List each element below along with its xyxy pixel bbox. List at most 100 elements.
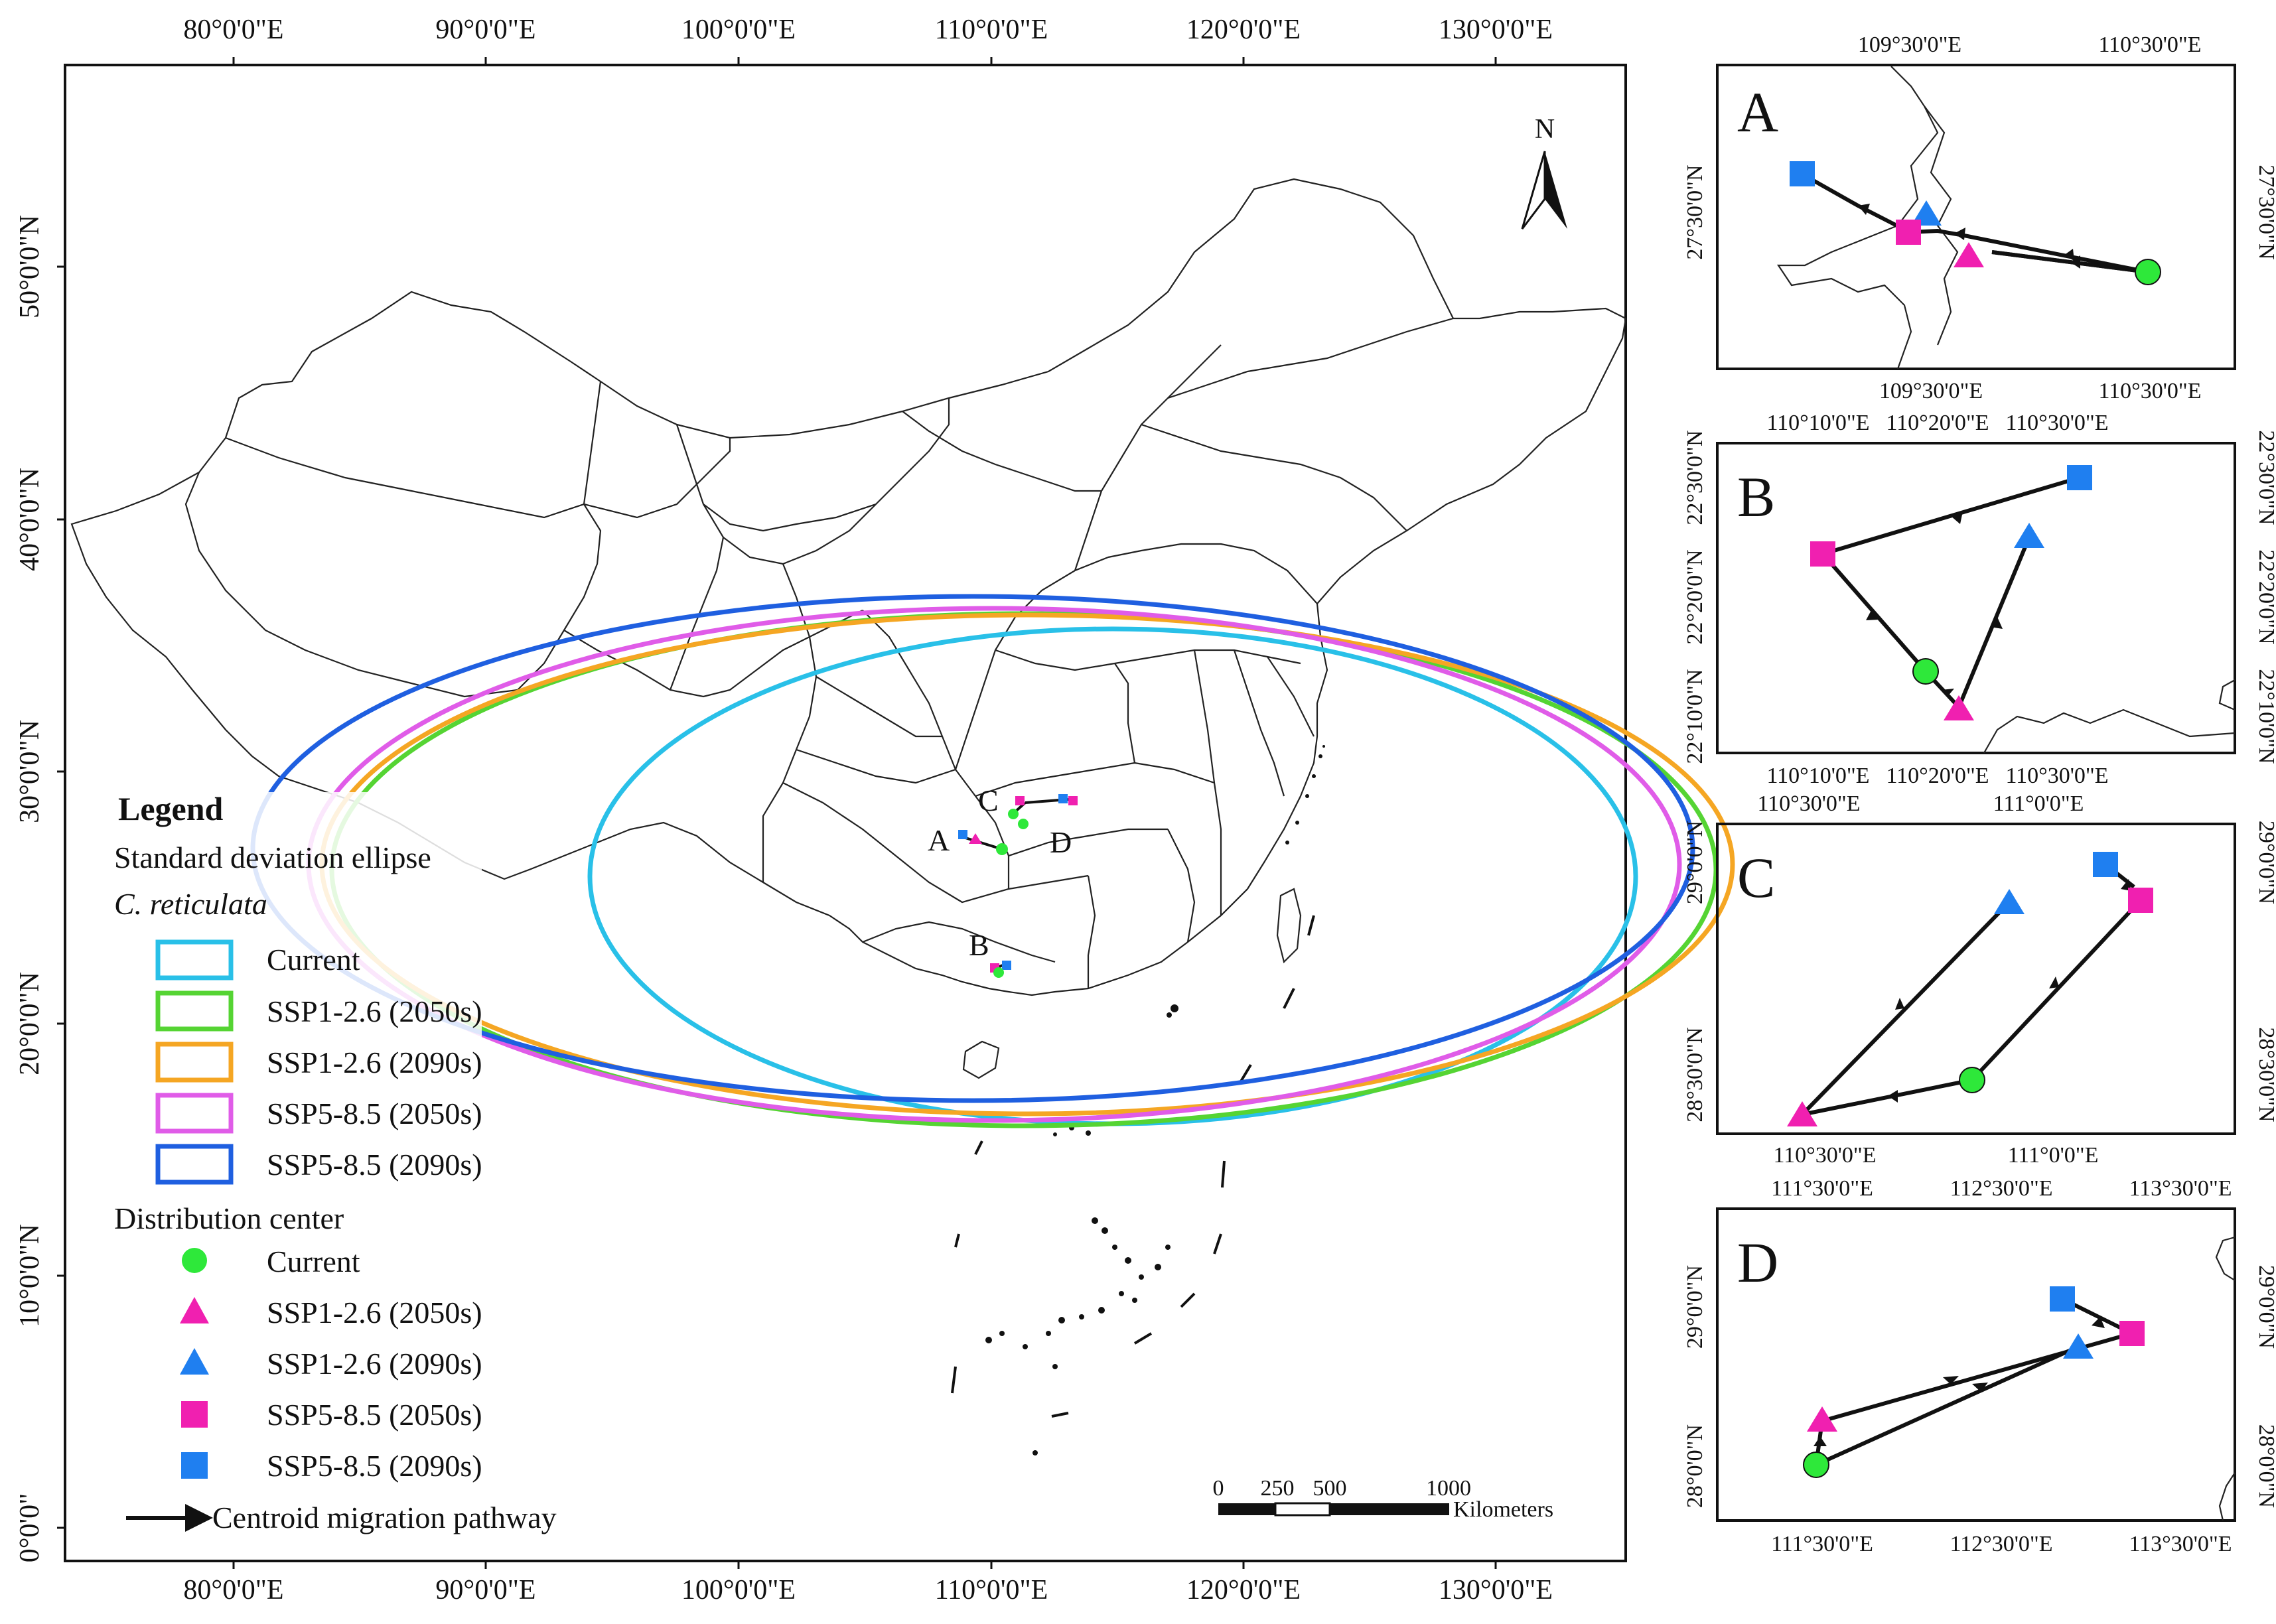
- main-center-b-ssp585-2090s: [1002, 961, 1011, 970]
- legend-center-ssp126-2090s-icon: [180, 1348, 209, 1375]
- main-map: 80°0'0"E 90°0'0"E 100°0'0"E 110°0'0"E 12…: [15, 15, 1735, 1605]
- panel-c-top-tick: 110°30'0"E: [1757, 791, 1860, 816]
- panel-c-bottom-tick: 110°30'0"E: [1773, 1143, 1876, 1168]
- site-label-d: D: [1050, 825, 1072, 859]
- main-left-tick: 0°0'0": [15, 1493, 45, 1563]
- legend-swatch-ssp126-2050s: [155, 990, 234, 1032]
- main-center-a-ssp585-2090s: [958, 830, 967, 839]
- main-frame-tickmarks: [57, 57, 1497, 1569]
- panel-a-right-tick: 27°30'0"N: [2254, 165, 2276, 259]
- panel-d-left-tick: 29°0'0"N: [1683, 1265, 1707, 1349]
- main-center-a-current: [996, 843, 1008, 855]
- main-center-c-current: [1008, 809, 1019, 819]
- panel-d-top-tick: 111°30'0"E: [1771, 1176, 1873, 1201]
- main-top-tick: 80°0'0"E: [183, 15, 283, 45]
- panel-d-left-tick: 28°0'0"N: [1683, 1424, 1707, 1508]
- north-arrow-icon: [1545, 151, 1567, 229]
- panel-c-frame: [1716, 823, 2236, 1135]
- panel-c-left-tick: 28°30'0"N: [1683, 1027, 1707, 1122]
- panel-c-center-current: [1959, 1067, 1985, 1093]
- taiwan-island: [1276, 888, 1302, 964]
- panel-a-frame: [1716, 64, 2236, 370]
- panel-d-center-ssp585-2090s: [2050, 1286, 2075, 1312]
- panel-a-letter: A: [1737, 80, 1778, 144]
- panel-c-center-ssp126-2050s: [1787, 1101, 1817, 1126]
- panel-b-right-tick: 22°20'0"N: [2254, 549, 2276, 644]
- panel-c-right-tick: 29°0'0"N: [2254, 821, 2276, 904]
- main-centroids: [958, 794, 1078, 978]
- main-bottom-tick: 90°0'0"E: [435, 1575, 535, 1605]
- legend-center-item: SSP5-8.5 (2090s): [267, 1449, 482, 1483]
- legend-ellipse-item: Current: [267, 943, 360, 977]
- legend-center-ssp585-2090s-icon: [181, 1452, 208, 1479]
- panel-b-right-tick: 22°30'0"N: [2254, 430, 2276, 525]
- main-top-tick: 120°0'0"E: [1186, 15, 1301, 45]
- panel-d-center-ssp126-2090s: [2063, 1333, 2094, 1359]
- main-top-tick: 100°0'0"E: [681, 15, 796, 45]
- panel-a: 109°30'0"E 110°30'0"E 109°30'0"E 110°30'…: [1683, 33, 2276, 403]
- main-bottom-tick: 130°0'0"E: [1439, 1575, 1553, 1605]
- panel-b-center-ssp585-2090s: [2067, 465, 2092, 490]
- panel-d-top-tick: 113°30'0"E: [2129, 1176, 2232, 1201]
- panel-b-frame: [1716, 442, 2236, 754]
- china-outline: [70, 178, 1627, 996]
- main-bottom-tick: 110°0'0"E: [935, 1575, 1048, 1605]
- main-left-tick: 20°0'0"N: [15, 972, 45, 1075]
- panel-c-left-tick: 29°0'0"N: [1683, 821, 1707, 904]
- panel-b-center-ssp585-2050s: [1810, 541, 1835, 567]
- panel-d-bottom-tick: 112°30'0"E: [1950, 1532, 2052, 1556]
- main-top-ticks: 80°0'0"E 90°0'0"E 100°0'0"E 110°0'0"E 12…: [183, 15, 1553, 45]
- main-center-c-ssp585-2050s: [1015, 796, 1025, 805]
- east-coast-islands: [1285, 745, 1325, 845]
- nine-dash-line: [951, 915, 1315, 1418]
- panel-b-top-tick: 110°30'0"E: [2005, 411, 2108, 435]
- legend-center-ssp585-2050s-icon: [181, 1401, 208, 1428]
- legend-center-ssp126-2050s-icon: [180, 1297, 209, 1323]
- panel-c-right-tick: 28°30'0"N: [2254, 1027, 2276, 1122]
- main-center-d-current: [1018, 819, 1029, 829]
- main-center-b-current: [993, 967, 1004, 978]
- panel-c-center-ssp585-2090s: [2093, 852, 2118, 877]
- main-center-a-ssp126-2050s: [969, 833, 982, 844]
- panel-b: 110°10'0"E 110°20'0"E 110°30'0"E 110°10'…: [1683, 411, 2276, 788]
- legend: Legend Standard deviation ellipse C. ret…: [110, 790, 557, 1548]
- panel-a-center-ssp126-2050s: [1954, 242, 1984, 267]
- panel-b-bottom-tick: 110°20'0"E: [1886, 764, 1989, 788]
- main-top-tick: 110°0'0"E: [935, 15, 1048, 45]
- legend-center-item: SSP1-2.6 (2050s): [267, 1296, 482, 1329]
- legend-ellipse-item: SSP1-2.6 (2090s): [267, 1046, 482, 1079]
- panel-b-center-ssp126-2050s: [1944, 695, 1974, 720]
- site-label-c: C: [978, 783, 999, 817]
- scale-bar: 0 250 500 1000 Kilometers: [1213, 1476, 1554, 1522]
- panel-c: 110°30'0"E 111°0'0"E 110°30'0"E 111°0'0"…: [1683, 791, 2276, 1168]
- legend-swatch-ssp585-2050s: [155, 1093, 234, 1134]
- legend-ellipse-item: SSP5-8.5 (2050s): [267, 1097, 482, 1130]
- scale-label-1000: 1000: [1426, 1476, 1471, 1501]
- site-label-b: B: [969, 928, 989, 962]
- legend-center-heading: Distribution center: [114, 1201, 344, 1235]
- legend-swatch-ssp585-2090s: [155, 1144, 234, 1185]
- main-top-tick: 90°0'0"E: [435, 15, 535, 45]
- panel-d-letter: D: [1737, 1231, 1778, 1294]
- legend-swatch-current: [155, 939, 234, 981]
- main-left-tick: 40°0'0"N: [15, 468, 45, 571]
- main-left-ticks: 50°0'0"N 40°0'0"N 30°0'0"N 20°0'0"N 10°0…: [15, 215, 45, 1562]
- panel-a-bottom-tick: 109°30'0"E: [1879, 379, 1983, 403]
- scale-label-0: 0: [1213, 1476, 1224, 1501]
- panel-b-bottom-tick: 110°30'0"E: [2005, 764, 2108, 788]
- panel-d: 111°30'0"E 112°30'0"E 113°30'0"E 111°30'…: [1683, 1176, 2276, 1556]
- panel-c-letter: C: [1737, 846, 1775, 910]
- panel-b-top-tick: 110°20'0"E: [1886, 411, 1989, 435]
- panel-d-center-ssp585-2050s: [2119, 1321, 2145, 1346]
- main-center-d-ssp585-2090s: [1058, 794, 1068, 803]
- panel-c-bottom-tick: 111°0'0"E: [2008, 1143, 2099, 1168]
- panel-a-bottom-tick: 110°30'0"E: [2098, 379, 2201, 403]
- legend-title: Legend: [118, 790, 224, 827]
- main-top-tick: 130°0'0"E: [1439, 15, 1553, 45]
- site-label-a: A: [928, 823, 950, 857]
- panel-d-right-tick: 29°0'0"N: [2254, 1265, 2276, 1349]
- panel-d-frame: [1716, 1207, 2236, 1522]
- panel-b-top-tick: 110°10'0"E: [1766, 411, 1869, 435]
- legend-swatch-ssp126-2090s: [155, 1042, 234, 1083]
- panel-d-top-tick: 112°30'0"E: [1950, 1176, 2052, 1201]
